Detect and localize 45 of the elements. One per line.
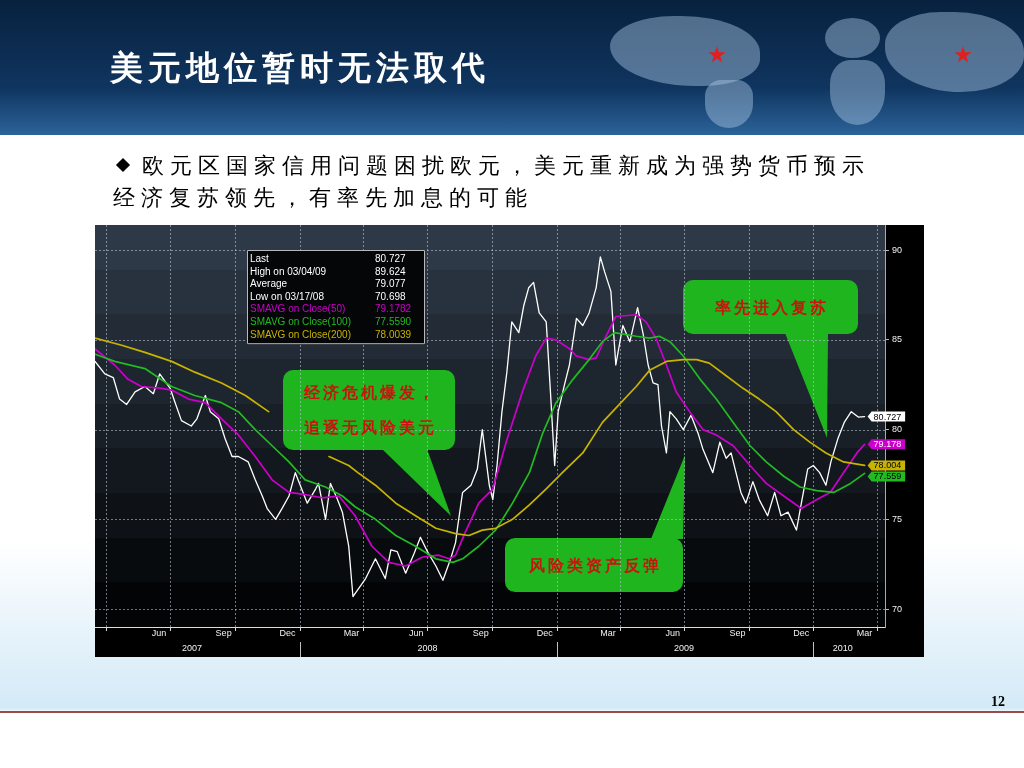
x2-tick-label: 2008 [417, 642, 438, 653]
chart-subtitle: 欧元区国家信用问题困扰欧元，美元重新成为强势货币预示经济复苏领先，有率先加息的可能 [113, 153, 870, 210]
annotation: Last [250, 253, 270, 265]
data-label: 78.004 [873, 460, 902, 471]
annotation: 79.077 [375, 278, 407, 290]
data-label: 79.178 [873, 439, 902, 450]
x2-tick-label: 2007 [181, 642, 203, 653]
annotation: High on 03/04/09 [250, 265, 327, 277]
x-tick-label: Dec [536, 627, 554, 638]
x-tick-label: Sep [729, 627, 746, 638]
text: 12 [991, 694, 1005, 710]
y-tick-label: 80 [892, 424, 903, 435]
x-tick-label: Dec [279, 627, 297, 638]
annotation: Average [250, 278, 288, 290]
text: SMAVG on Close(200) [250, 328, 351, 340]
annotation: 70.698 [375, 290, 407, 302]
x-tick-label: Jun [665, 627, 680, 638]
annotation: 80.727 [375, 253, 407, 265]
x-tick-label: Mar [856, 627, 873, 638]
chart-title: 美元地位暂时无法取代 [110, 47, 490, 89]
annotation: 率先进入复苏 [714, 296, 829, 319]
annotation: 78.0039 [375, 328, 412, 340]
annotation: 79.1782 [375, 303, 412, 315]
y-tick-label: 75 [892, 513, 903, 524]
x-tick-label: Sep [472, 627, 489, 638]
x-tick-label: Mar [343, 627, 360, 638]
annotation: Low on 03/17/08 [250, 290, 325, 302]
y-tick-label: 90 [892, 244, 903, 255]
annotation: 77.5590 [375, 316, 412, 328]
x-tick-label: Jun [151, 627, 167, 638]
x2-tick-label: 2010 [832, 642, 853, 653]
x-tick-label: Mar [600, 627, 616, 638]
annotation: 经济危机爆发，追逐无风险美元 [303, 382, 438, 439]
annotation: 89.624 [375, 265, 407, 277]
data-label: 77.559 [873, 471, 902, 482]
y-tick-label: 85 [892, 334, 903, 345]
text: SMAVG on Close(100) [250, 316, 351, 328]
y-tick-label: 70 [892, 603, 903, 614]
annotation: 风险类资产反弹 [528, 554, 662, 577]
data-label: 80.727 [873, 411, 902, 422]
x-tick-label: Dec [793, 627, 810, 638]
x2-tick-label: 2009 [673, 642, 694, 653]
x-tick-label: Sep [215, 627, 232, 638]
x-tick-label: Jun [408, 627, 424, 638]
text: SMAVG on Close(50) [250, 303, 346, 315]
